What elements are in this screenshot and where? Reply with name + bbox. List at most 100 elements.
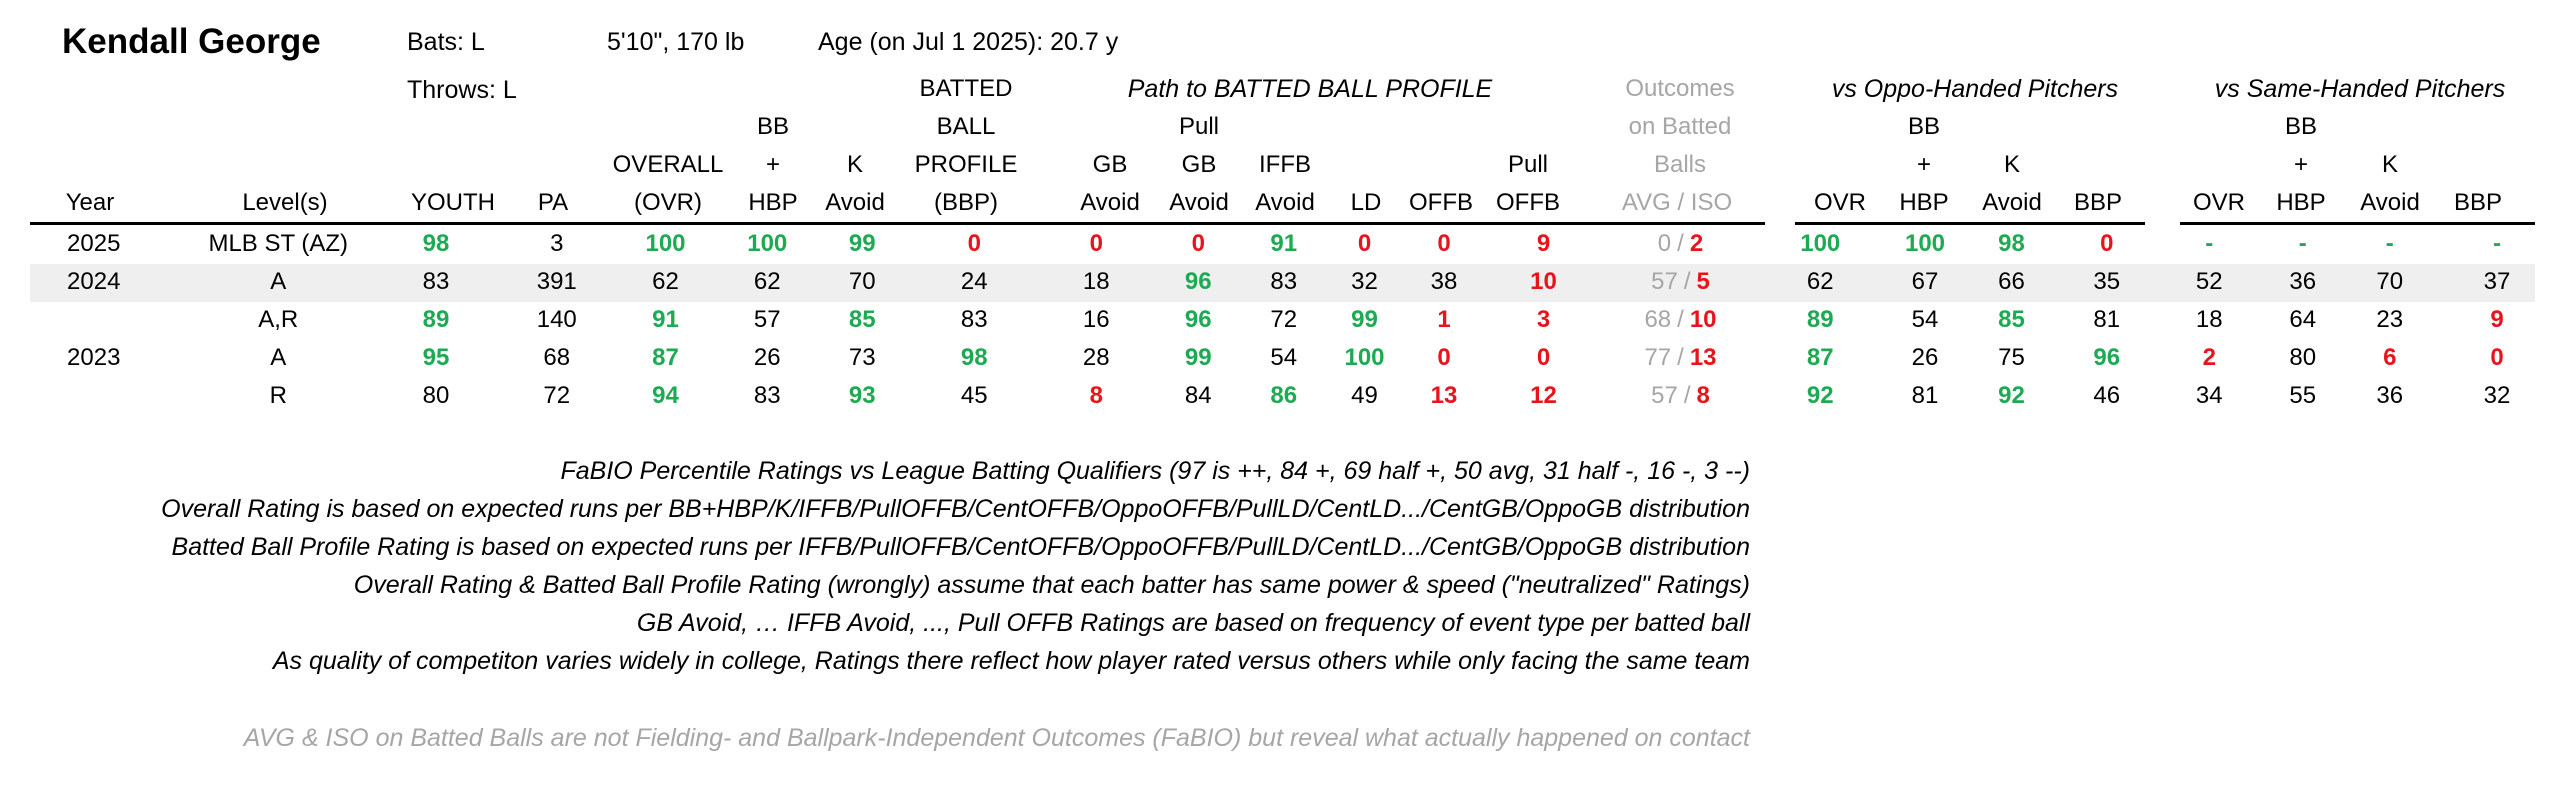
cell-o_bbp: 96 xyxy=(2093,344,2121,371)
cell-s_kavoid: 36 xyxy=(2376,382,2404,409)
col-header-s_bbhbp: HBP xyxy=(2276,189,2326,216)
cell-avg-iso: 57/8 xyxy=(1603,377,1759,415)
cell-offb: 13 xyxy=(1430,382,1458,409)
cell-gbavoid: 28 xyxy=(1082,344,1110,371)
outcomes-header-line: on Batted xyxy=(1628,113,1732,140)
cell-bbp: 0 xyxy=(967,230,981,257)
col-header-o_kavoid: K xyxy=(2003,151,2020,178)
cell-ovr: 94 xyxy=(652,382,679,409)
cell-pullgb: 96 xyxy=(1184,306,1212,333)
cell-kavoid: 70 xyxy=(848,268,876,295)
col-header-ld: LD xyxy=(1350,189,1382,216)
cell-pulloffb: 0 xyxy=(1536,344,1551,371)
col-header-s_ovr: OVR xyxy=(2192,189,2245,216)
cell-youth: 83 xyxy=(422,268,450,295)
cell-s_ovr: 18 xyxy=(2195,306,2223,333)
vs-same-header: vs Same-Handed Pitchers xyxy=(2214,75,2506,103)
cell-bbhbp: 62 xyxy=(753,268,781,295)
col-header-o_ovr: OVR xyxy=(1813,189,1866,216)
cell-gbavoid: 8 xyxy=(1089,382,1103,409)
table-row: 2024 A 83 391 62 62 70 24 18 96 83 32 38 10 57/5 62 67 66… xyxy=(0,263,2560,301)
cell-iso: 13 xyxy=(1689,344,1717,371)
col-header-avgiso: AVG / ISO xyxy=(1621,189,1733,216)
cell-pullgb: 96 xyxy=(1184,268,1212,295)
col-header-o_bbhbp: HBP xyxy=(1899,189,1949,216)
cell-offb: 0 xyxy=(1437,344,1451,371)
cell-avg: 77 xyxy=(1644,344,1672,371)
cell-pulloffb: 3 xyxy=(1536,306,1551,333)
cell-youth: 98 xyxy=(422,230,450,257)
header-rule-oppo xyxy=(1795,222,2145,225)
cell-year xyxy=(0,301,188,339)
cell-pa: 140 xyxy=(536,306,577,333)
cell-offb: 0 xyxy=(1437,230,1451,257)
cell-gbavoid: 0 xyxy=(1089,230,1103,257)
height-weight: 5'10", 170 lb xyxy=(607,28,745,56)
cell-bbhbp: 26 xyxy=(753,344,781,371)
cell-avg: 57 xyxy=(1651,268,1678,295)
cell-iffb: 72 xyxy=(1270,306,1298,333)
col-header-iffb: IFFB xyxy=(1259,151,1311,178)
cell-s_ovr: - xyxy=(2205,230,2214,257)
ratings-table: 2025 MLB ST (AZ) 98 3 100 100 99 0 0 0 91 0 0 9 0/2 100… xyxy=(0,225,2560,415)
cell-pa: 3 xyxy=(550,230,564,257)
cell-ld: 49 xyxy=(1351,382,1378,409)
cell-offb: 38 xyxy=(1430,268,1458,295)
cell-s_bbhbp: 55 xyxy=(2289,382,2317,409)
path-to-bbp-header: Path to BATTED BALL PROFILE xyxy=(1127,75,1493,103)
col-header-ovr: (OVR) xyxy=(634,189,702,216)
cell-level: A xyxy=(270,268,287,295)
cell-o_ovr: 89 xyxy=(1806,306,1834,333)
cell-avg-iso: 68/10 xyxy=(1603,301,1759,339)
cell-avg-iso: 0/2 xyxy=(1603,225,1759,263)
cell-ovr: 62 xyxy=(652,268,679,295)
col-header-o_bbhbp: BB xyxy=(1907,113,1940,140)
cell-gbavoid: 16 xyxy=(1082,306,1110,333)
cell-o_bbhbp: 54 xyxy=(1911,306,1939,333)
cell-bbp: 98 xyxy=(960,344,988,371)
cell-o_bbhbp: 26 xyxy=(1911,344,1939,371)
cell-s_ovr: 34 xyxy=(2195,382,2223,409)
cell-year: 2025 xyxy=(67,230,121,257)
cell-s_ovr: 2 xyxy=(2202,344,2216,371)
age-label: Age (on Jul 1 2025): 20.7 y xyxy=(818,28,1119,56)
cell-pullgb: 0 xyxy=(1191,230,1205,257)
cell-s_kavoid: - xyxy=(2385,230,2394,257)
cell-avg: 68 xyxy=(1644,306,1672,333)
cell-pullgb: 99 xyxy=(1184,344,1212,371)
avg-iso-separator: / xyxy=(1677,344,1684,371)
col-header-bbp: (BBP) xyxy=(933,189,998,216)
cell-iso: 2 xyxy=(1689,230,1704,257)
col-header-kavoid: Avoid xyxy=(825,189,885,216)
cell-ld: 99 xyxy=(1351,306,1378,333)
cell-youth: 95 xyxy=(422,344,450,371)
cell-level: A xyxy=(270,344,287,371)
cell-avg: 0 xyxy=(1657,230,1672,257)
cell-s_bbp: - xyxy=(2493,230,2501,257)
avg-iso-separator: / xyxy=(1677,230,1684,257)
header-rule-main xyxy=(30,222,1765,225)
cell-bbhbp: 100 xyxy=(747,230,788,257)
cell-o_bbhbp: 67 xyxy=(1911,268,1939,295)
note-line: FaBIO Percentile Ratings vs League Batti… xyxy=(560,457,1750,485)
col-header-bbhbp: HBP xyxy=(748,189,798,216)
cell-o_bbp: 81 xyxy=(2093,306,2121,333)
cell-ovr: 91 xyxy=(652,306,679,333)
cell-o_bbp: 0 xyxy=(2100,230,2114,257)
cell-o_kavoid: 66 xyxy=(1998,268,2025,295)
note-line: As quality of competiton varies widely i… xyxy=(272,647,1750,675)
cell-youth: 89 xyxy=(422,306,450,333)
col-header-s_bbhbp: BB xyxy=(2284,113,2317,140)
cell-iffb: 83 xyxy=(1270,268,1298,295)
cell-pulloffb: 10 xyxy=(1530,268,1557,295)
cell-iso: 8 xyxy=(1696,382,1710,409)
cell-pa: 72 xyxy=(543,382,571,409)
cell-year: 2023 xyxy=(67,344,121,371)
col-header-year: Year xyxy=(65,189,115,216)
bats-label: Bats: L xyxy=(407,28,485,56)
cell-bbp: 83 xyxy=(960,306,988,333)
cell-bbhbp: 83 xyxy=(753,382,781,409)
cell-o_ovr: 87 xyxy=(1806,344,1834,371)
note-line: Batted Ball Profile Rating is based on e… xyxy=(171,533,1750,561)
col-header-bbhbp: BB xyxy=(756,113,789,140)
